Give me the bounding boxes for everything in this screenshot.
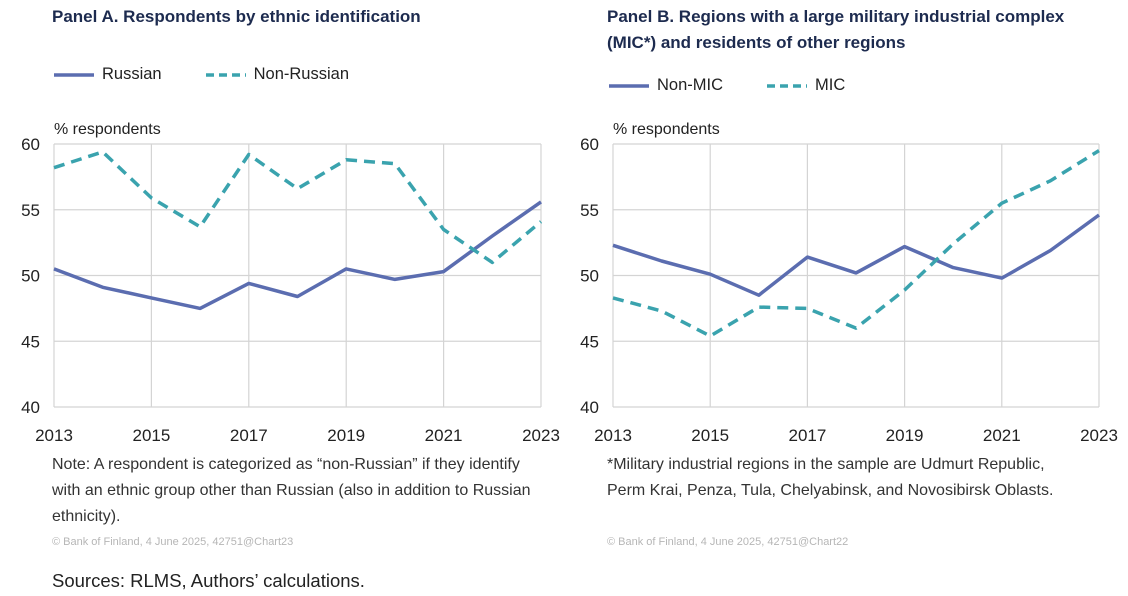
x-tick-label: 2017 — [230, 426, 268, 445]
y-tick-label: 40 — [21, 398, 40, 417]
y-tick-label: 60 — [21, 135, 40, 154]
y-tick-label: 40 — [580, 398, 599, 417]
legend-label-non-russian: Non-Russian — [253, 65, 349, 83]
x-tick-label: 2023 — [522, 426, 560, 445]
series-line-non-mic — [612, 213, 1101, 297]
panel-a-title: Panel A. Respondents by ethnic identific… — [52, 7, 421, 26]
panel-b-credit: © Bank of Finland, 4 June 2025, 42751@Ch… — [607, 536, 849, 548]
panel-a-legend: Russian Non-Russian — [52, 65, 391, 84]
legend-swatch-non-russian — [205, 72, 246, 77]
legend-swatch-non-mic — [609, 83, 649, 88]
x-tick-label: 2015 — [132, 426, 170, 445]
series-line-mic — [612, 149, 1100, 338]
series-line-russian — [53, 200, 543, 311]
panel-b-title: Panel B. Regions with a large military i… — [607, 7, 1065, 52]
x-tick-label: 2021 — [425, 426, 463, 445]
sources-text: Sources: RLMS, Authors’ calculations. — [52, 570, 365, 591]
panel-a-note: Note: A respondent is categorized as “no… — [52, 456, 531, 525]
panel-b-note: *Military industrial regions in the samp… — [607, 456, 1054, 499]
panel-b-legend: Non-MIC MIC — [607, 76, 887, 95]
y-tick-label: 50 — [21, 267, 40, 286]
legend-swatch-mic — [767, 83, 808, 88]
y-tick-label: 55 — [580, 201, 599, 220]
legend-item-non-mic: Non-MIC — [607, 76, 723, 95]
legend-label-non-mic: Non-MIC — [657, 76, 724, 94]
x-tick-label: 2023 — [1080, 426, 1118, 445]
x-tick-label: 2019 — [886, 426, 924, 445]
x-tick-label: 2015 — [691, 426, 729, 445]
legend-item-russian: Russian — [52, 65, 162, 84]
legend-swatch-russian — [54, 72, 94, 77]
y-tick-label: 50 — [580, 267, 599, 286]
x-tick-label: 2013 — [35, 426, 73, 445]
legend-item-non-russian: Non-Russian — [204, 65, 349, 84]
x-tick-label: 2017 — [788, 426, 826, 445]
y-axis-label: % respondents — [54, 121, 161, 138]
y-tick-label: 60 — [580, 135, 599, 154]
x-tick-label: 2021 — [983, 426, 1021, 445]
y-tick-label: 55 — [21, 201, 40, 220]
y-tick-label: 45 — [580, 332, 599, 351]
legend-label-mic: MIC — [815, 76, 846, 94]
y-axis-label: % respondents — [613, 121, 720, 138]
y-tick-label: 45 — [21, 332, 40, 351]
x-tick-label: 2013 — [594, 426, 632, 445]
panel-a-credit: © Bank of Finland, 4 June 2025, 42751@Ch… — [52, 536, 294, 548]
series-line-non-russian — [53, 150, 543, 265]
legend-item-mic: MIC — [765, 76, 845, 95]
x-tick-label: 2019 — [327, 426, 365, 445]
legend-label-russian: Russian — [102, 65, 162, 83]
